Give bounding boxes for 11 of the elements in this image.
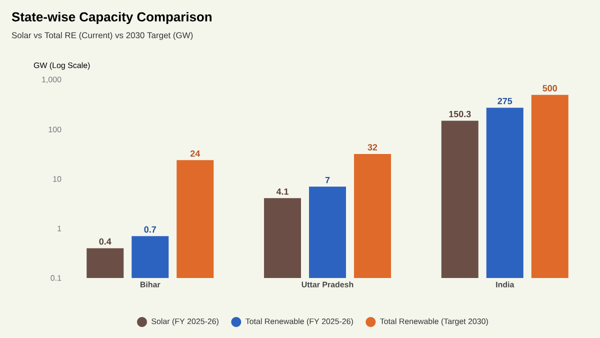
data-label: 150.3 (449, 110, 471, 118)
data-label: 32 (368, 144, 378, 150)
data-label: 0.4 (99, 238, 112, 245)
chart-title: State-wise Capacity Comparison (12, 12, 212, 24)
chart-subtitle: Solar vs Total RE (Current) vs 2030 Target (GW) (12, 32, 193, 40)
data-label: 275 (498, 98, 512, 104)
data-label: 7 (325, 176, 330, 184)
data-label: 0.7 (144, 226, 156, 233)
data-label: 4.1 (276, 188, 288, 195)
data-label: 500 (542, 85, 557, 92)
data-label: 24 (190, 150, 200, 157)
